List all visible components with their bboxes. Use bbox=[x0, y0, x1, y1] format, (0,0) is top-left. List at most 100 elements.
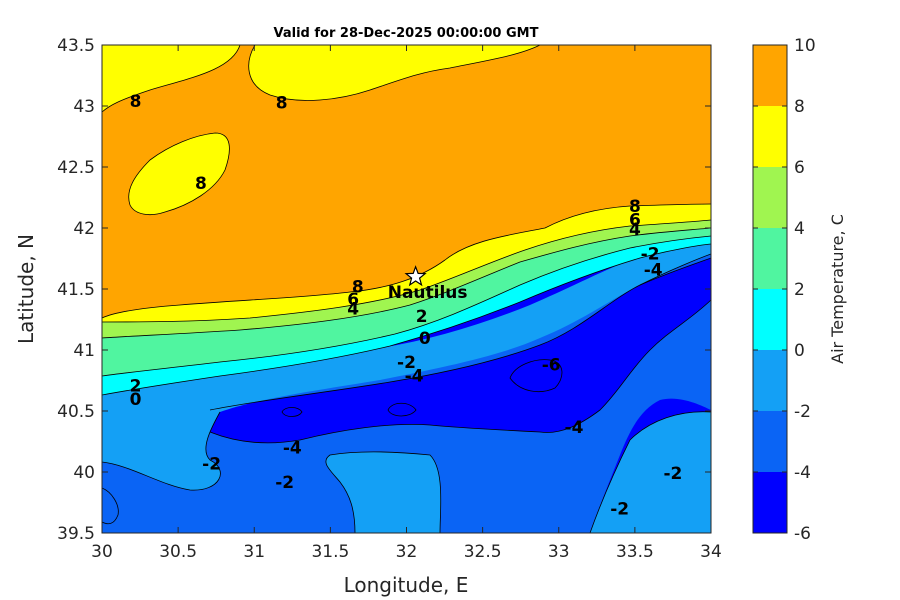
station-marker: Nautilus bbox=[388, 265, 468, 303]
contour-label: 4 bbox=[629, 220, 641, 240]
contour-line-8-n bbox=[248, 45, 541, 101]
colorbar-label: Air Temperature, C bbox=[828, 214, 847, 364]
x-tick-label: 32.5 bbox=[464, 542, 502, 562]
x-tick-label: 32 bbox=[396, 542, 418, 562]
y-tick-label: 42 bbox=[73, 219, 95, 239]
contour-label: -2 bbox=[663, 464, 682, 484]
contour-band-neg2 bbox=[102, 242, 711, 491]
contour-line-neg6-small-1 bbox=[281, 407, 303, 417]
contour-line-neg2-east bbox=[639, 253, 711, 286]
contour-label: 8 bbox=[195, 174, 207, 194]
contour-label: -4 bbox=[405, 367, 424, 387]
colorbar-tick-label: 4 bbox=[794, 219, 805, 239]
x-tick-label: 33 bbox=[548, 542, 570, 562]
contour-label: -2 bbox=[202, 454, 221, 474]
colorbar-swatch bbox=[753, 350, 787, 411]
contour-band-neg2-se bbox=[590, 411, 711, 533]
contour-line-0 bbox=[102, 243, 711, 396]
contour-band-6 bbox=[102, 204, 711, 322]
contour-label: -2 bbox=[610, 500, 629, 520]
contour-line-6 bbox=[102, 219, 711, 323]
contour-label: -4 bbox=[565, 418, 584, 438]
contour-line-neg2-s bbox=[325, 451, 442, 533]
contour-label: 0 bbox=[130, 390, 142, 410]
contour-line-8-island bbox=[128, 132, 230, 216]
contour-line-neg6-small-2 bbox=[387, 402, 417, 417]
contour-label: -6 bbox=[542, 356, 561, 376]
contour-label: -2 bbox=[275, 473, 294, 493]
chart-title: Valid for 28-Dec-2025 00:00:00 GMT bbox=[274, 26, 539, 41]
contour-band-neg6-west bbox=[210, 258, 711, 443]
x-tick-label: 33.5 bbox=[616, 542, 654, 562]
colorbar-tick-label: -4 bbox=[794, 463, 811, 483]
colorbar-swatch bbox=[753, 106, 787, 167]
colorbar-swatch bbox=[753, 411, 787, 472]
colorbar-tick-label: 0 bbox=[794, 341, 805, 361]
contour-label: 4 bbox=[347, 300, 359, 320]
contour-label: 2 bbox=[416, 307, 428, 327]
contour-band-6-nw bbox=[102, 45, 240, 112]
contour-line-neg6-island bbox=[509, 359, 563, 393]
contour-label: 8 bbox=[629, 197, 641, 217]
contour-band-8 bbox=[102, 45, 711, 318]
colorbar-tick-label: 10 bbox=[794, 36, 816, 56]
x-axis: 30 30.5 31 31.5 32 32.5 33 33.5 34 bbox=[91, 45, 722, 562]
contour-line-neg2 bbox=[102, 411, 221, 491]
colorbar-swatch bbox=[753, 472, 787, 533]
colorbar-swatch bbox=[753, 228, 787, 289]
contour-label: -2 bbox=[641, 245, 660, 265]
x-axis-label: Longitude, E bbox=[344, 573, 469, 597]
contour-line-neg2-se bbox=[589, 411, 711, 533]
contour-line-8 bbox=[102, 203, 711, 319]
y-tick-label: 43 bbox=[73, 97, 95, 117]
y-axis-label: Latitude, N bbox=[14, 234, 38, 344]
contour-band-6-n bbox=[248, 45, 540, 101]
contour-band-6-island bbox=[128, 133, 230, 215]
contour-label: -2 bbox=[397, 353, 416, 373]
x-tick-label: 30 bbox=[91, 542, 113, 562]
x-tick-label: 31.5 bbox=[311, 542, 349, 562]
y-tick-label: 40.5 bbox=[57, 402, 95, 422]
station-label: Nautilus bbox=[388, 283, 468, 303]
y-tick-label: 41.5 bbox=[57, 280, 95, 300]
contour-label: 6 bbox=[629, 210, 641, 230]
colorbar-swatch bbox=[753, 45, 787, 106]
contour-fill bbox=[102, 45, 711, 533]
y-tick-label: 43.5 bbox=[57, 36, 95, 56]
contour-line-8-nw bbox=[102, 45, 241, 113]
contour-line-neg6-sw bbox=[102, 487, 119, 525]
y-tick-label: 41 bbox=[73, 341, 95, 361]
contour-line-4 bbox=[102, 227, 711, 339]
contour-label: 8 bbox=[276, 93, 288, 113]
contour-band-neg2-s bbox=[325, 451, 441, 533]
contour-band-2 bbox=[102, 228, 711, 376]
contour-line-neg4 bbox=[209, 257, 711, 411]
contour-label: 2 bbox=[130, 376, 142, 396]
contour-label: 8 bbox=[130, 92, 142, 112]
y-tick-label: 42.5 bbox=[57, 158, 95, 178]
contour-label: -4 bbox=[283, 439, 302, 459]
colorbar-tick-label: 6 bbox=[794, 158, 805, 178]
contour-label: 0 bbox=[419, 329, 431, 349]
x-tick-label: 31 bbox=[243, 542, 265, 562]
contour-band-0 bbox=[102, 236, 711, 395]
y-tick-label: 40 bbox=[73, 463, 95, 483]
colorbar-tick-label: -6 bbox=[794, 524, 811, 544]
colorbar-tick-label: -2 bbox=[794, 402, 811, 422]
contour-label: 8 bbox=[352, 278, 364, 298]
colorbar-swatch bbox=[753, 289, 787, 350]
colorbar-swatch bbox=[753, 167, 787, 228]
contour-label: 6 bbox=[347, 290, 359, 310]
contour-line-2 bbox=[102, 235, 711, 377]
y-tick-label: 39.5 bbox=[57, 524, 95, 544]
contour-lines bbox=[102, 45, 711, 533]
contour-band-4 bbox=[102, 220, 711, 338]
x-tick-label: 34 bbox=[700, 542, 722, 562]
colorbar-tick-label: 2 bbox=[794, 280, 805, 300]
x-tick-label: 30.5 bbox=[159, 542, 197, 562]
colorbar-tick-label: 8 bbox=[794, 97, 805, 117]
contour-line-neg4-south bbox=[209, 299, 711, 444]
